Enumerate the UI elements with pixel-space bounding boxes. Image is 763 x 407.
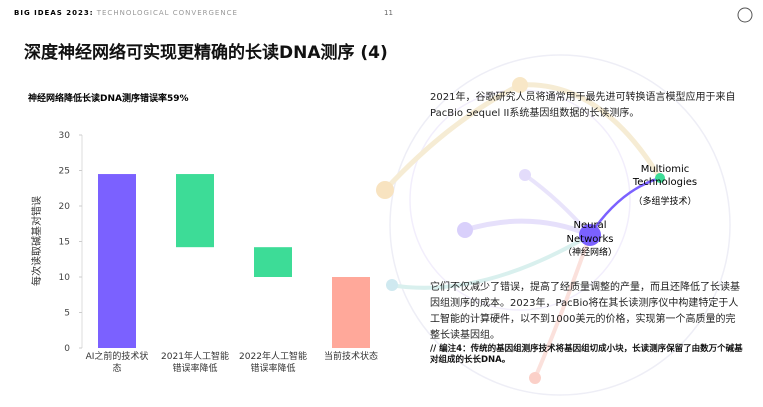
theme: TECHNOLOGICAL CONVERGENCE [96, 9, 238, 17]
paragraph: 它们不仅减少了错误，提高了经质量调整的产量，而且还降低了长读基因组测序的成本。2… [430, 282, 740, 341]
bar [332, 277, 370, 348]
y-tick-label: 20 [59, 202, 71, 212]
bar [176, 174, 214, 248]
slide-title: 深度神经网络可实现更精确的长读DNA测序 (4) [24, 43, 388, 63]
node-label: （多组学技术） [633, 197, 697, 207]
x-tick-label: 2022年人工智能错误率降低 [239, 352, 307, 374]
node-label: Neural Networks [566, 220, 614, 245]
network-decoration [376, 54, 731, 396]
y-axis-label: 每次读取碱基对错误 [30, 196, 43, 286]
x-tick-label: 2021年人工智能错误率降低 [161, 352, 229, 374]
brand: BIG IDEAS 2023: [14, 9, 94, 17]
y-tick-label: 5 [64, 309, 70, 319]
header: BIG IDEAS 2023: TECHNOLOGICAL CONVERGENC… [14, 9, 238, 17]
bar [254, 247, 292, 277]
node-label: Multiomic Technologies [632, 164, 698, 188]
y-tick-label: 0 [64, 344, 70, 354]
bar [98, 174, 136, 348]
logo [737, 7, 753, 23]
y-tick-label: 25 [59, 167, 70, 177]
footnote: // 编注4：传统的基因组测序技术将基因组切成小块，长读测序保留了由数万个碱基对… [430, 344, 743, 365]
node-label: （神经网络） [562, 248, 617, 258]
y-tick-label: 15 [59, 238, 70, 248]
chart-title: 神经网络降低长读DNA测序错误率59% [28, 94, 189, 104]
y-tick-label: 30 [59, 131, 71, 141]
x-tick-label: 当前技术状态 [323, 352, 378, 362]
paragraph: 2021年，谷歌研究人员将通常用于最先进可转换语言模型应用于来自PacBio S… [430, 92, 736, 119]
page-number: 11 [384, 9, 393, 17]
y-tick-label: 10 [59, 273, 71, 283]
x-tick-label: AI之前的技术状态 [85, 352, 149, 374]
